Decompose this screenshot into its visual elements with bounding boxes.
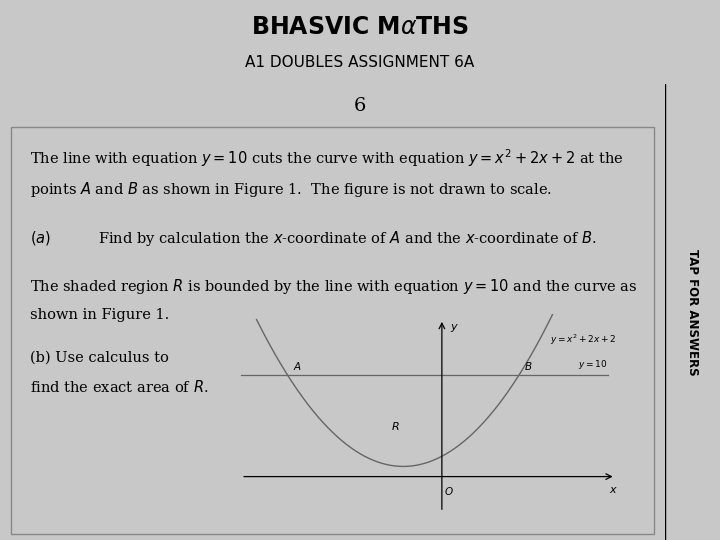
Text: BHASVIC M$\alpha$THS: BHASVIC M$\alpha$THS (251, 15, 469, 39)
Text: $y = x^2 + 2x + 2$: $y = x^2 + 2x + 2$ (550, 332, 616, 347)
Text: A1 DOUBLES ASSIGNMENT 6A: A1 DOUBLES ASSIGNMENT 6A (246, 55, 474, 70)
Text: Find by calculation the $x$-coordinate of $A$ and the $x$-coordinate of $B$.: Find by calculation the $x$-coordinate o… (98, 228, 597, 247)
Text: $x$: $x$ (609, 485, 618, 495)
Text: (b) Use calculus to: (b) Use calculus to (30, 350, 169, 365)
Text: $R$: $R$ (391, 420, 400, 432)
Text: shown in Figure 1.: shown in Figure 1. (30, 308, 169, 322)
Text: $O$: $O$ (444, 485, 454, 497)
Text: The shaded region $R$ is bounded by the line with equation $y = 10$ and the curv: The shaded region $R$ is bounded by the … (30, 278, 637, 296)
Text: TAP FOR ANSWERS: TAP FOR ANSWERS (686, 248, 699, 375)
Text: 6: 6 (354, 97, 366, 114)
Text: points $A$ and $B$ as shown in Figure 1.  The figure is not drawn to scale.: points $A$ and $B$ as shown in Figure 1.… (30, 180, 552, 199)
Text: The line with equation $y = 10$ cuts the curve with equation $y = x^2 + 2x + 2$ : The line with equation $y = 10$ cuts the… (30, 147, 624, 169)
Text: $(a)$: $(a)$ (30, 228, 51, 247)
Text: $y$: $y$ (449, 322, 459, 334)
Text: $B$: $B$ (524, 360, 533, 372)
Text: $A$: $A$ (292, 360, 302, 372)
Text: find the exact area of $R$.: find the exact area of $R$. (30, 379, 209, 395)
Text: $y = 10$: $y = 10$ (578, 358, 608, 371)
